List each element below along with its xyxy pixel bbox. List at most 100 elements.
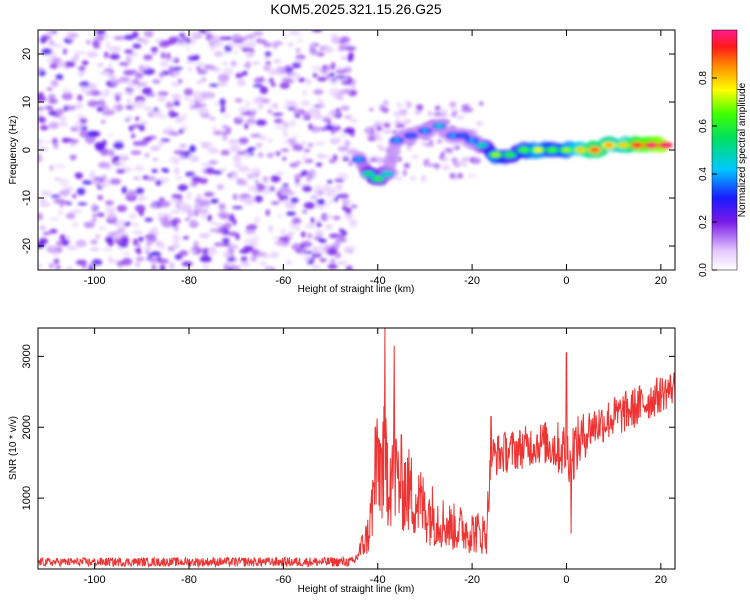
noise-blob [247,147,257,151]
noise-blob [208,116,216,121]
transition-blob [402,118,412,125]
noise-blob [48,262,55,269]
noise-blob [152,157,158,162]
noise-blob [222,61,228,66]
transition-blob [451,109,459,115]
noise-blob [80,85,87,93]
ridge-core [619,143,628,148]
noise-blob [275,171,285,176]
noise-blob [304,158,314,164]
noise-blob [243,152,251,159]
noise-blob [333,196,339,203]
noise-blob [291,62,302,69]
noise-blob [133,176,141,180]
noise-blob [324,124,335,131]
noise-blob [74,172,84,179]
noise-blob [270,69,279,75]
noise-blob [114,94,121,102]
noise-blob [284,100,297,105]
noise-blob [102,247,113,252]
colorbar-tick-label: 0.8 [698,71,709,85]
noise-blob [326,180,333,184]
transition-blob [434,105,441,111]
noise-blob [312,72,318,78]
noise-blob [141,38,149,45]
noise-blob [299,141,308,146]
noise-blob [201,211,207,220]
noise-blob [340,80,352,85]
noise-blob [125,221,132,227]
transition-blob [456,115,465,120]
noise-blob [103,178,111,183]
noise-blob [259,86,269,95]
noise-blob [89,247,100,252]
noise-blob [134,72,144,79]
noise-blob [329,72,335,77]
noise-blob [259,261,268,266]
noise-blob [138,236,144,242]
noise-blob [201,77,207,82]
noise-blob [194,202,203,211]
noise-blob [92,179,101,186]
noise-blob [108,256,113,264]
noise-blob [82,180,93,185]
noise-blob [282,133,290,138]
transition-blob [406,102,412,109]
noise-blob [81,60,89,66]
noise-blob [113,232,122,240]
noise-blob [327,263,338,270]
noise-blob [181,113,187,121]
noise-blob [334,252,342,259]
noise-blob [79,129,90,138]
noise-blob [130,150,142,156]
ridge-core [633,143,642,148]
noise-blob [192,91,204,99]
noise-blob [145,248,150,255]
noise-blob [157,114,168,119]
noise-blob [207,214,212,222]
noise-blob [158,72,166,77]
noise-blob [188,98,194,106]
transition-blob [479,101,484,106]
noise-blob [313,89,324,95]
noise-blob [307,233,313,239]
transition-blob [420,175,427,182]
noise-blob [208,160,218,165]
ridge-core [548,148,557,152]
noise-blob [46,139,51,144]
noise-blob [173,100,180,107]
noise-blob [99,71,111,76]
noise-blob [312,246,318,253]
noise-blob [134,165,145,172]
noise-blob [57,121,69,127]
noise-blob [241,261,250,267]
noise-blob [220,149,230,156]
noise-blob [330,61,336,70]
noise-blob [49,228,58,234]
noise-blob [173,149,186,155]
noise-blob [345,265,353,270]
noise-blob [334,240,341,248]
noise-blob [253,217,261,224]
noise-blob [115,169,126,174]
noise-blob [170,81,181,87]
noise-blob [237,115,244,119]
noise-blob [276,190,282,197]
noise-blob [245,50,255,59]
ridge-core [647,143,656,148]
noise-blob [250,167,262,175]
y-tick-label: 10 [21,96,33,108]
noise-blob [182,236,189,240]
noise-blob [245,34,255,39]
noise-blob [324,202,330,207]
noise-blob [303,110,310,118]
x-tick-label: -20 [464,574,480,586]
transition-blob [433,163,440,169]
noise-blob [113,155,121,161]
noise-blob [97,195,104,201]
noise-blob [133,123,141,129]
noise-blob [222,214,230,220]
noise-blob [304,223,316,229]
noise-blob [270,82,277,87]
noise-blob [132,230,144,235]
